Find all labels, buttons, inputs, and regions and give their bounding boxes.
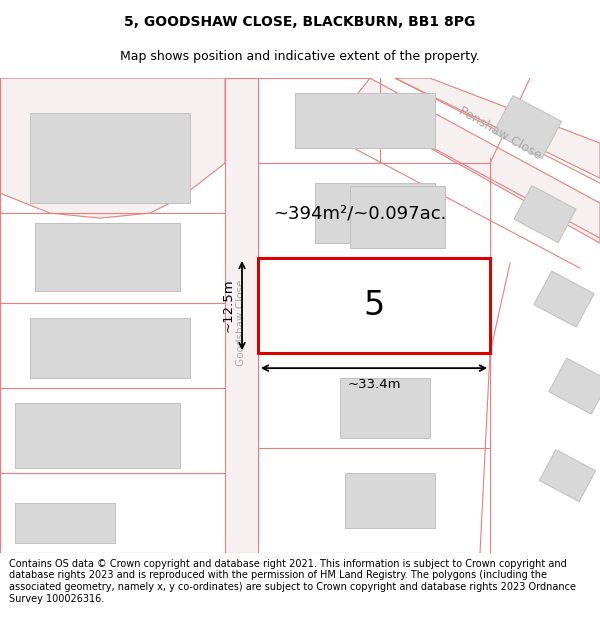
Bar: [15, 403, 180, 468]
Polygon shape: [539, 449, 596, 502]
Bar: [35, 223, 180, 291]
Polygon shape: [493, 96, 562, 159]
Text: Contains OS data © Crown copyright and database right 2021. This information is : Contains OS data © Crown copyright and d…: [9, 559, 576, 604]
Polygon shape: [350, 78, 600, 243]
Bar: [350, 186, 445, 248]
Text: 5: 5: [364, 289, 385, 322]
Text: ~33.4m: ~33.4m: [347, 378, 401, 391]
Text: Goodshaw Close: Goodshaw Close: [236, 280, 246, 366]
Bar: [295, 283, 425, 338]
Polygon shape: [514, 186, 576, 242]
Polygon shape: [534, 271, 594, 327]
Polygon shape: [225, 78, 258, 553]
Polygon shape: [549, 358, 600, 414]
Bar: [295, 93, 435, 148]
Polygon shape: [0, 78, 225, 218]
Bar: [15, 503, 115, 543]
Bar: [345, 473, 435, 528]
Text: ~394m²/~0.097ac.: ~394m²/~0.097ac.: [274, 204, 446, 222]
Text: 5, GOODSHAW CLOSE, BLACKBURN, BB1 8PG: 5, GOODSHAW CLOSE, BLACKBURN, BB1 8PG: [124, 15, 476, 29]
Bar: [30, 113, 190, 203]
Bar: [30, 318, 190, 378]
Text: Map shows position and indicative extent of the property.: Map shows position and indicative extent…: [120, 50, 480, 62]
Polygon shape: [395, 78, 600, 178]
Text: ~12.5m: ~12.5m: [221, 279, 235, 332]
Bar: [340, 378, 430, 438]
Text: Penshaw Close: Penshaw Close: [457, 104, 544, 162]
Bar: [258, 258, 490, 353]
Bar: [315, 183, 435, 243]
